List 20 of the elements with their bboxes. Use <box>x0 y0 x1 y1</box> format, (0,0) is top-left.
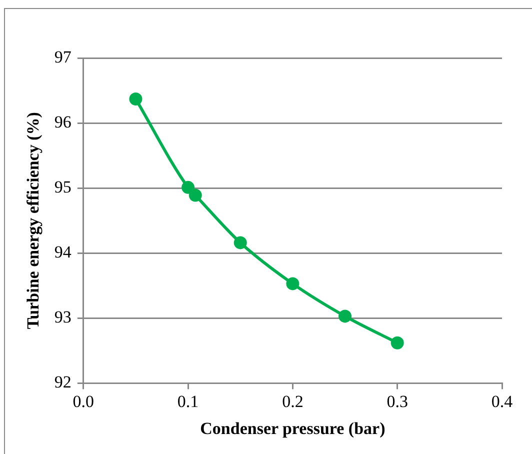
y-tick-label: 95 <box>54 178 72 197</box>
x-tick-label: 0.0 <box>72 392 94 411</box>
y-axis-title: Turbine energy efficiency (%) <box>24 112 43 330</box>
x-tick-label: 0.2 <box>282 392 304 411</box>
x-tick-label: 0.1 <box>177 392 199 411</box>
point <box>338 310 352 323</box>
point <box>182 180 195 194</box>
point <box>390 336 404 350</box>
y-tick-label: 96 <box>54 112 72 132</box>
x-tick-label: 0.3 <box>386 392 408 411</box>
x-tick-label: 0.4 <box>491 392 514 411</box>
y-tick-label: 94 <box>54 242 72 262</box>
y-tick-label: 93 <box>54 308 72 327</box>
y-tick-label: 97 <box>54 47 72 66</box>
point <box>234 236 247 250</box>
point <box>129 92 142 106</box>
point <box>286 277 300 290</box>
point <box>188 188 202 202</box>
y-tick-label: 92 <box>54 372 72 392</box>
x-axis-title: Condenser pressure (bar) <box>200 419 386 438</box>
